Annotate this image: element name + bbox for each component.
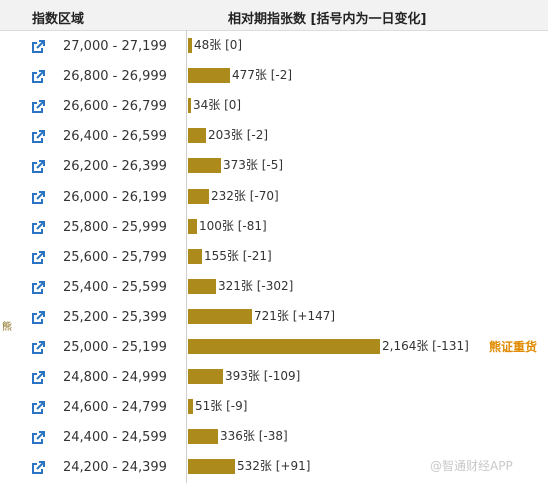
- count-bar: [188, 218, 197, 234]
- table-row: 26,800 - 26,999 477张 [-2]: [0, 61, 548, 91]
- index-range-label: 26,400 - 26,599: [63, 129, 167, 145]
- index-range-label: 25,000 - 25,199: [63, 340, 167, 355]
- count-bar: [188, 278, 216, 294]
- count-value-label: 2,164张 [-131]: [382, 339, 469, 353]
- index-range-label: 24,400 - 24,599: [63, 430, 167, 446]
- index-range-label: 24,200 - 24,399: [63, 460, 167, 476]
- count-value-label: 51张 [-9]: [195, 399, 248, 414]
- index-range-label: 25,800 - 25,999: [63, 219, 167, 235]
- count-bar: [188, 369, 223, 385]
- external-link-icon[interactable]: [31, 310, 45, 324]
- count-bar: [188, 68, 230, 84]
- count-value-label: 393张 [-109]: [225, 369, 301, 384]
- table-row: 26,200 - 26,399 373张 [-5]: [0, 151, 548, 181]
- count-bar: [188, 429, 218, 445]
- count-value-label: 203张 [-2]: [208, 128, 269, 143]
- table-row: 24,800 - 24,999 393张 [-109]: [0, 362, 548, 392]
- count-value-label: 232张 [-70]: [211, 188, 279, 203]
- index-range-label: 26,000 - 26,199: [63, 189, 167, 205]
- index-range-label: 25,200 - 25,399: [63, 309, 167, 325]
- count-value-label: 532张 [+91]: [237, 459, 311, 474]
- column-divider: [186, 30, 187, 483]
- table-row: 25,600 - 25,799 155张 [-21]: [0, 242, 548, 272]
- index-range-label: 24,800 - 24,999: [63, 370, 167, 386]
- count-value-label: 48张 [0]: [194, 38, 243, 52]
- count-bar: [188, 98, 191, 114]
- count-bar: [188, 128, 206, 144]
- table-row: 26,400 - 26,599 203张 [-2]: [0, 121, 548, 151]
- table-row: 26,600 - 26,799 34张 [0]: [0, 91, 548, 121]
- count-bar: [188, 38, 192, 53]
- table-row: 27,000 - 27,199 48张 [0]: [0, 31, 548, 61]
- count-value-label: 100张 [-81]: [199, 218, 267, 233]
- table-row: 24,600 - 24,799 51张 [-9]: [0, 392, 548, 422]
- external-link-icon[interactable]: [31, 190, 45, 204]
- external-link-icon[interactable]: [31, 159, 45, 174]
- external-link-icon[interactable]: [31, 220, 45, 234]
- count-value-label: 373张 [-5]: [223, 158, 284, 173]
- index-range-label: 25,400 - 25,599: [63, 279, 167, 295]
- table-row: 24,200 - 24,399 532张 [+91]: [0, 452, 548, 482]
- external-link-icon[interactable]: [31, 370, 45, 385]
- external-link-icon[interactable]: [31, 280, 45, 294]
- table-row: 25,000 - 25,199 2,164张 [-131]: [0, 332, 548, 362]
- external-link-icon[interactable]: [31, 250, 45, 264]
- table-row: 25,800 - 25,999 100张 [-81]: [0, 212, 548, 242]
- external-link-icon[interactable]: [31, 340, 45, 354]
- table-row: 24,400 - 24,599 336张 [-38]: [0, 422, 548, 452]
- count-bar: [188, 158, 221, 174]
- index-range-label: 27,000 - 27,199: [63, 39, 167, 54]
- count-value-label: 721张 [+147]: [254, 308, 336, 323]
- index-range-label: 26,600 - 26,799: [63, 99, 167, 115]
- count-value-label: 155张 [-21]: [204, 248, 272, 263]
- index-range-label: 24,600 - 24,799: [63, 400, 167, 416]
- bear-heavy-annotation: 熊证重货: [489, 340, 538, 354]
- watermark: @智通财经APP: [430, 459, 513, 473]
- external-link-icon[interactable]: [31, 430, 45, 445]
- count-value-label: 34张 [0]: [193, 98, 242, 113]
- table-row: 25,200 - 25,399 721张 [+147]: [0, 302, 548, 332]
- count-column-header: 相对期指张数 [括号内为一日变化]: [228, 12, 427, 27]
- index-range-label: 26,200 - 26,399: [63, 159, 167, 175]
- count-bar: [188, 188, 209, 204]
- count-bar: [188, 248, 202, 264]
- external-link-icon[interactable]: [31, 129, 45, 144]
- bear-side-label: 熊: [2, 322, 12, 333]
- count-bar: [188, 459, 235, 475]
- index-range-label: 25,600 - 25,799: [63, 249, 167, 265]
- count-bar: [188, 308, 252, 324]
- count-bar: [188, 339, 380, 354]
- external-link-icon[interactable]: [31, 69, 45, 84]
- external-link-icon[interactable]: [31, 99, 45, 114]
- table-row: 26,000 - 26,199 232张 [-70]: [0, 182, 548, 212]
- external-link-icon[interactable]: [31, 39, 45, 53]
- index-range-label: 26,800 - 26,999: [63, 69, 167, 85]
- table-row: 25,400 - 25,599 321张 [-302]: [0, 272, 548, 302]
- range-column-header: 指数区域: [32, 12, 85, 27]
- count-value-label: 336张 [-38]: [220, 429, 288, 444]
- count-value-label: 477张 [-2]: [232, 68, 293, 83]
- external-link-icon[interactable]: [31, 400, 45, 415]
- external-link-icon[interactable]: [31, 460, 45, 475]
- table-header: 指数区域 相对期指张数 [括号内为一日变化]: [0, 0, 548, 31]
- count-value-label: 321张 [-302]: [218, 278, 294, 293]
- count-bar: [188, 399, 193, 415]
